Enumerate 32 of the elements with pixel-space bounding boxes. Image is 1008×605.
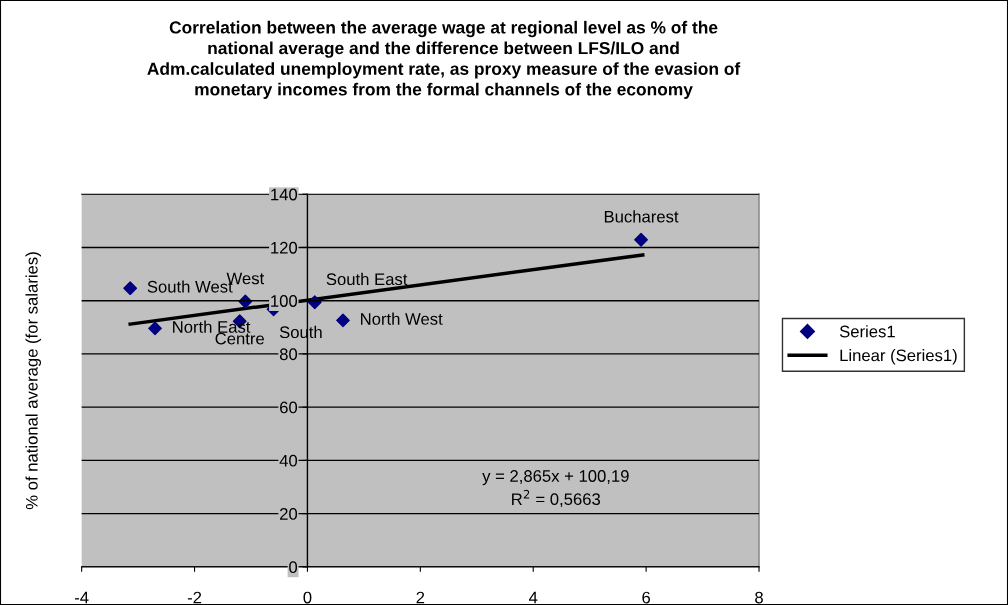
- y-tick-label: 0: [289, 561, 298, 574]
- point: [238, 294, 253, 309]
- x-tick-label: 4: [528, 591, 538, 604]
- annotation: Bucharest: [604, 210, 679, 223]
- y-tick-label: 60: [280, 401, 298, 414]
- y-tick-label: 140: [271, 188, 298, 201]
- annotation: R$^{2}$ = 0,5663: [512, 489, 601, 508]
- annotation: South East: [326, 272, 408, 286]
- annotation: North West: [361, 312, 443, 325]
- y-tick-label: 120: [271, 241, 298, 254]
- y-tick-label: 80: [279, 348, 298, 361]
- y-axis-title: % of national average (for salaries): [25, 252, 42, 510]
- point: [123, 281, 138, 296]
- legend-label: Series1: [839, 325, 895, 338]
- chart-title: Correlation between the average wage at regional level as % of the national average and the difference between LFS/ILO and Adm.calculated unemployment rate, as proxy measure of the evasion of monetary incomes from the formal channels of the economy: [147, 20, 741, 99]
- x-tick-label: 8: [755, 591, 763, 604]
- point: [307, 295, 322, 310]
- point: [336, 313, 350, 328]
- annotation: Centre: [215, 332, 264, 345]
- x-tick-label: -2: [187, 591, 202, 604]
- point: [148, 321, 162, 336]
- legend-label: Linear (Series1): [840, 349, 957, 365]
- point: [634, 232, 648, 247]
- y-tick-label: 20: [280, 508, 298, 520]
- annotation: North East: [173, 320, 251, 333]
- x-tick-label: 6: [642, 591, 651, 604]
- annotation: y = 2,865x + 100,19: [482, 470, 629, 486]
- y-tick-label: 100: [271, 295, 298, 307]
- x-tick-label: -4: [74, 591, 89, 604]
- y-tick-label: 40: [279, 454, 298, 467]
- x-tick-label: 0: [303, 591, 312, 604]
- x-tick-label: 2: [416, 591, 425, 604]
